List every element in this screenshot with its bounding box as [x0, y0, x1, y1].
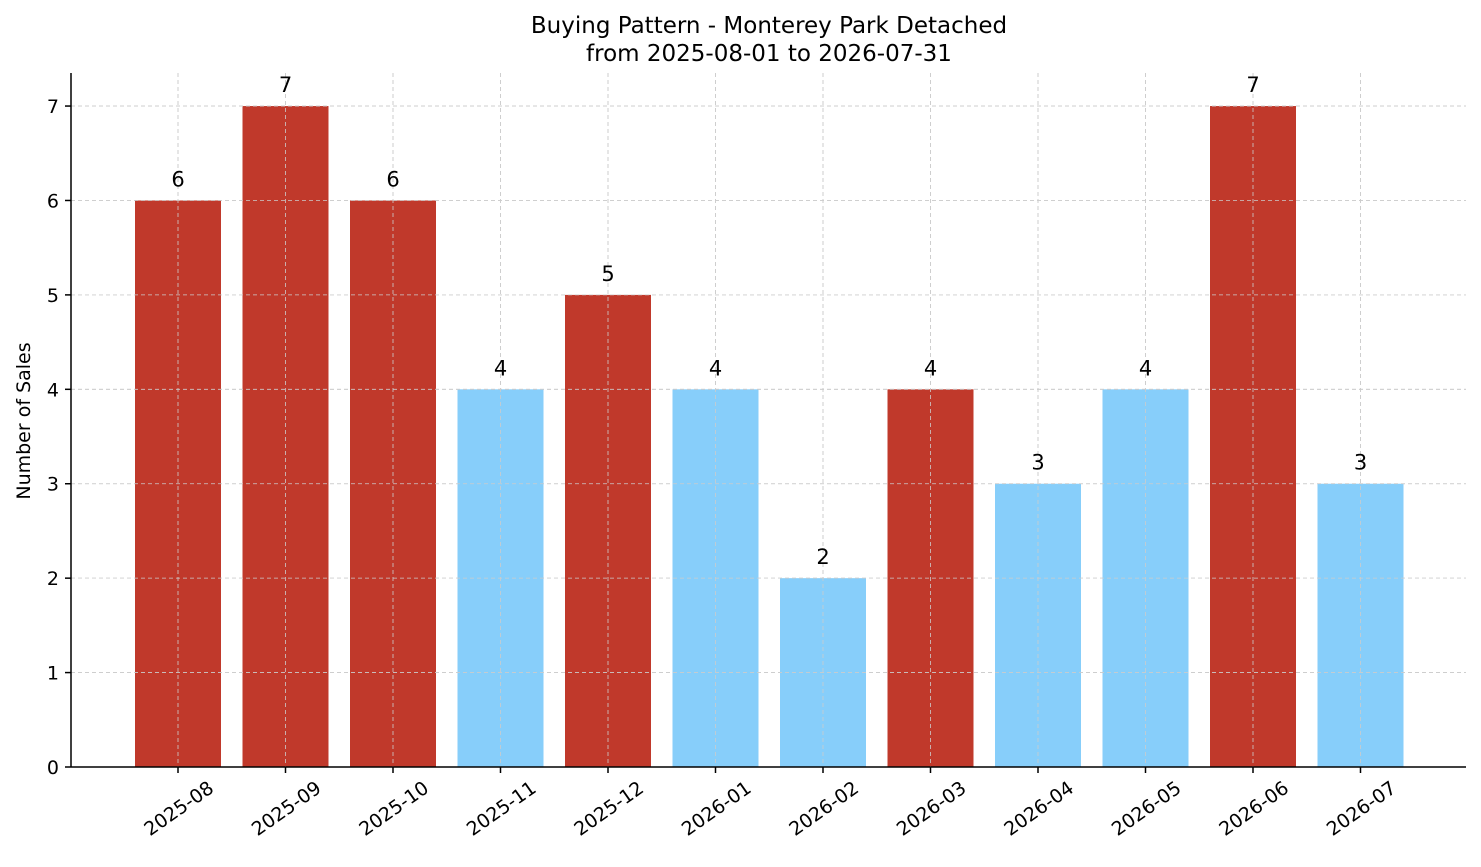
bar-value-label: 4: [709, 356, 722, 380]
y-tick-label: 7: [47, 96, 59, 118]
y-tick-labels: 0 1 2 3 4 5 6 7: [47, 96, 59, 779]
x-tick-label: 2026-05: [1108, 777, 1186, 841]
x-tick-label: 2025-12: [570, 777, 648, 841]
x-tick-label: 2026-04: [1000, 777, 1078, 841]
bar-value-label: 7: [279, 73, 292, 97]
x-tick-label: 2026-07: [1323, 777, 1401, 841]
chart-title: Buying Pattern - Monterey Park Detached: [531, 13, 1007, 39]
y-axis-label: Number of Sales: [13, 342, 35, 499]
chart-subtitle: from 2025-08-01 to 2026-07-31: [586, 41, 952, 67]
y-tick-label: 2: [47, 568, 59, 590]
grid-overlay: [71, 73, 1466, 767]
y-tick-label: 3: [47, 474, 59, 496]
x-tick-label: 2025-09: [248, 777, 326, 841]
x-tick-labels: 2025-08 2025-09 2025-10 2025-11 2025-12 2026-…: [140, 777, 1400, 841]
y-tick-label: 1: [47, 663, 59, 685]
bar-value-label: 4: [494, 356, 507, 380]
bar-value-label: 3: [1354, 451, 1367, 475]
bar-value-label: 2: [816, 545, 829, 569]
y-tick-label: 0: [47, 757, 59, 779]
bar-value-label: 3: [1031, 451, 1044, 475]
x-tick-label: 2025-10: [355, 777, 433, 841]
data-labels: 6 7 6 4 5 4 2 4 3 4 7 3: [171, 73, 1367, 569]
bar-value-label: 4: [924, 356, 937, 380]
axes: [65, 73, 1466, 773]
bar-value-label: 4: [1139, 356, 1152, 380]
bars: [135, 106, 1404, 768]
x-tick-label: 2025-11: [463, 777, 541, 841]
x-tick-label: 2026-01: [678, 777, 756, 841]
y-tick-label: 4: [47, 379, 59, 401]
y-tick-label: 5: [47, 285, 59, 307]
x-tick-label: 2026-02: [785, 777, 863, 841]
y-tick-label: 6: [47, 190, 59, 212]
bar: [1210, 106, 1296, 768]
x-tick-label: 2026-03: [893, 777, 971, 841]
x-tick-label: 2026-06: [1215, 777, 1293, 841]
x-tick-label: 2025-08: [140, 777, 218, 841]
chart-title-group: Buying Pattern - Monterey Park Detached …: [531, 13, 1007, 67]
bar-value-label: 6: [386, 167, 399, 191]
bar-value-label: 6: [171, 167, 184, 191]
bar-value-label: 5: [601, 262, 614, 286]
bar-value-label: 7: [1246, 73, 1259, 97]
bar: [242, 106, 329, 768]
